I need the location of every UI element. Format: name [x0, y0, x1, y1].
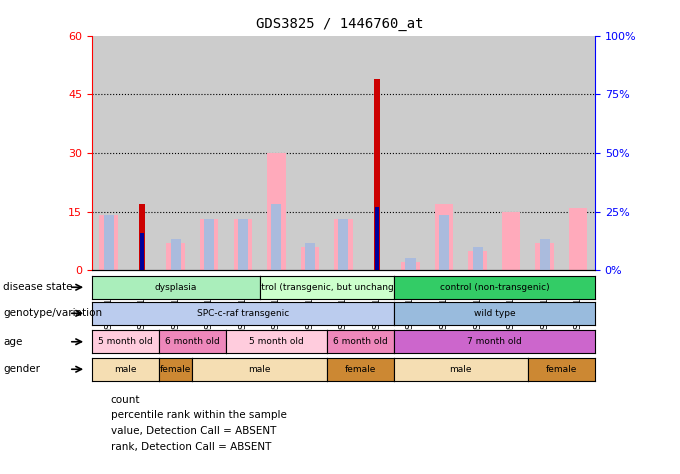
Text: rank, Detection Call = ABSENT: rank, Detection Call = ABSENT: [111, 441, 271, 452]
Bar: [238, 219, 248, 270]
Bar: [502, 211, 520, 270]
Bar: [375, 207, 379, 270]
Bar: [267, 153, 286, 270]
Text: SPC-c-raf transgenic: SPC-c-raf transgenic: [197, 309, 289, 318]
Text: 5 month old: 5 month old: [98, 337, 153, 346]
Text: GDS3825 / 1446760_at: GDS3825 / 1446760_at: [256, 17, 424, 31]
Text: 5 month old: 5 month old: [249, 337, 304, 346]
Text: value, Detection Call = ABSENT: value, Detection Call = ABSENT: [111, 426, 276, 436]
Text: disease state: disease state: [3, 282, 73, 292]
Text: count: count: [111, 394, 140, 405]
Text: male: male: [248, 365, 271, 374]
Bar: [339, 219, 348, 270]
Bar: [439, 215, 449, 270]
Text: 6 month old: 6 month old: [333, 337, 388, 346]
Bar: [401, 263, 420, 270]
Bar: [99, 215, 118, 270]
Bar: [167, 243, 185, 270]
Text: age: age: [3, 337, 22, 347]
Text: percentile rank within the sample: percentile rank within the sample: [111, 410, 287, 420]
Text: dysplasia: dysplasia: [154, 283, 197, 292]
Text: female: female: [345, 365, 376, 374]
Text: genotype/variation: genotype/variation: [3, 308, 103, 319]
Text: control (non-transgenic): control (non-transgenic): [439, 283, 549, 292]
Bar: [271, 204, 282, 270]
Bar: [305, 243, 315, 270]
Bar: [171, 239, 181, 270]
Bar: [204, 219, 214, 270]
Text: gender: gender: [3, 364, 40, 374]
Bar: [435, 204, 454, 270]
Bar: [569, 208, 588, 270]
Bar: [103, 215, 114, 270]
Bar: [540, 239, 549, 270]
Text: male: male: [114, 365, 137, 374]
Bar: [373, 79, 380, 270]
Text: female: female: [546, 365, 577, 374]
Bar: [140, 233, 144, 270]
Bar: [535, 243, 554, 270]
Bar: [405, 258, 415, 270]
Text: female: female: [160, 365, 191, 374]
Bar: [139, 204, 146, 270]
Text: male: male: [449, 365, 472, 374]
Text: control (transgenic, but unchanged): control (transgenic, but unchanged): [245, 283, 409, 292]
Bar: [469, 251, 487, 270]
Bar: [473, 247, 483, 270]
Bar: [200, 219, 218, 270]
Text: 6 month old: 6 month old: [165, 337, 220, 346]
Text: wild type: wild type: [473, 309, 515, 318]
Bar: [233, 219, 252, 270]
Bar: [301, 247, 319, 270]
Bar: [334, 219, 353, 270]
Text: 7 month old: 7 month old: [467, 337, 522, 346]
